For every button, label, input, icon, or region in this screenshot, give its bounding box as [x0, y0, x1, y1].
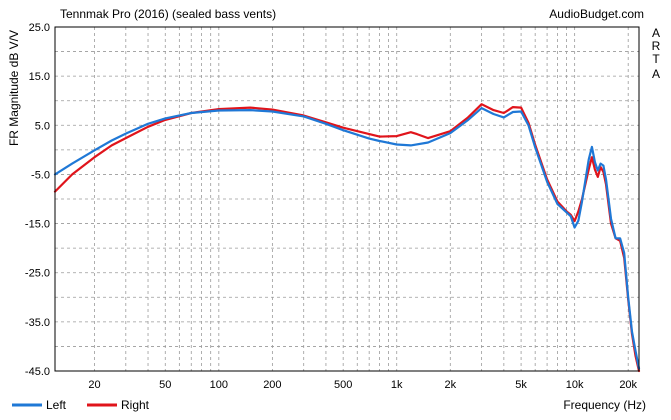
x-axis-label: Frequency (Hz) [563, 398, 646, 412]
chart-title: Tennmak Pro (2016) (sealed bass vents) [60, 7, 276, 21]
legend-label-left: Left [46, 398, 67, 412]
x-tick-label: 50 [159, 379, 171, 391]
tick-labels: 20 50 100 200 500 1k 2k 5k 10k 20k 25.0 15.0 5.0 -5.0… [25, 22, 638, 391]
y-axis-label: FR Magnitude dB V/V [7, 30, 21, 146]
x-tick-label: 20 [88, 379, 100, 391]
legend-label-right: Right [121, 398, 150, 412]
x-tick-label: 100 [210, 379, 228, 391]
x-tick-label: 500 [334, 379, 352, 391]
y-tick-label: -25.0 [25, 268, 50, 280]
y-tick-label: 5.0 [35, 120, 50, 132]
y-tick-label: -35.0 [25, 317, 50, 329]
y-tick-label: 25.0 [29, 22, 50, 34]
legend: Left Right [12, 398, 150, 412]
y-tick-label: -45.0 [25, 366, 50, 378]
x-tick-label: 20k [619, 379, 637, 391]
series-group [53, 103, 641, 373]
side-label-letter: T [652, 52, 660, 66]
source-label: AudioBudget.com [549, 7, 644, 21]
y-tick-label: -5.0 [31, 169, 50, 181]
x-tick-label: 10k [566, 379, 584, 391]
y-tick-label: 15.0 [29, 71, 50, 83]
x-tick-label: 200 [263, 379, 281, 391]
x-tick-label: 5k [515, 379, 527, 391]
y-tick-label: -15.0 [25, 219, 50, 231]
side-label-letter: R [652, 39, 661, 53]
x-tick-label: 2k [444, 379, 456, 391]
series-line-left [53, 107, 641, 370]
side-label-letter: A [652, 67, 660, 81]
plot-frame [54, 26, 640, 372]
side-label-letter: A [652, 26, 660, 40]
x-tick-label: 1k [391, 379, 403, 391]
